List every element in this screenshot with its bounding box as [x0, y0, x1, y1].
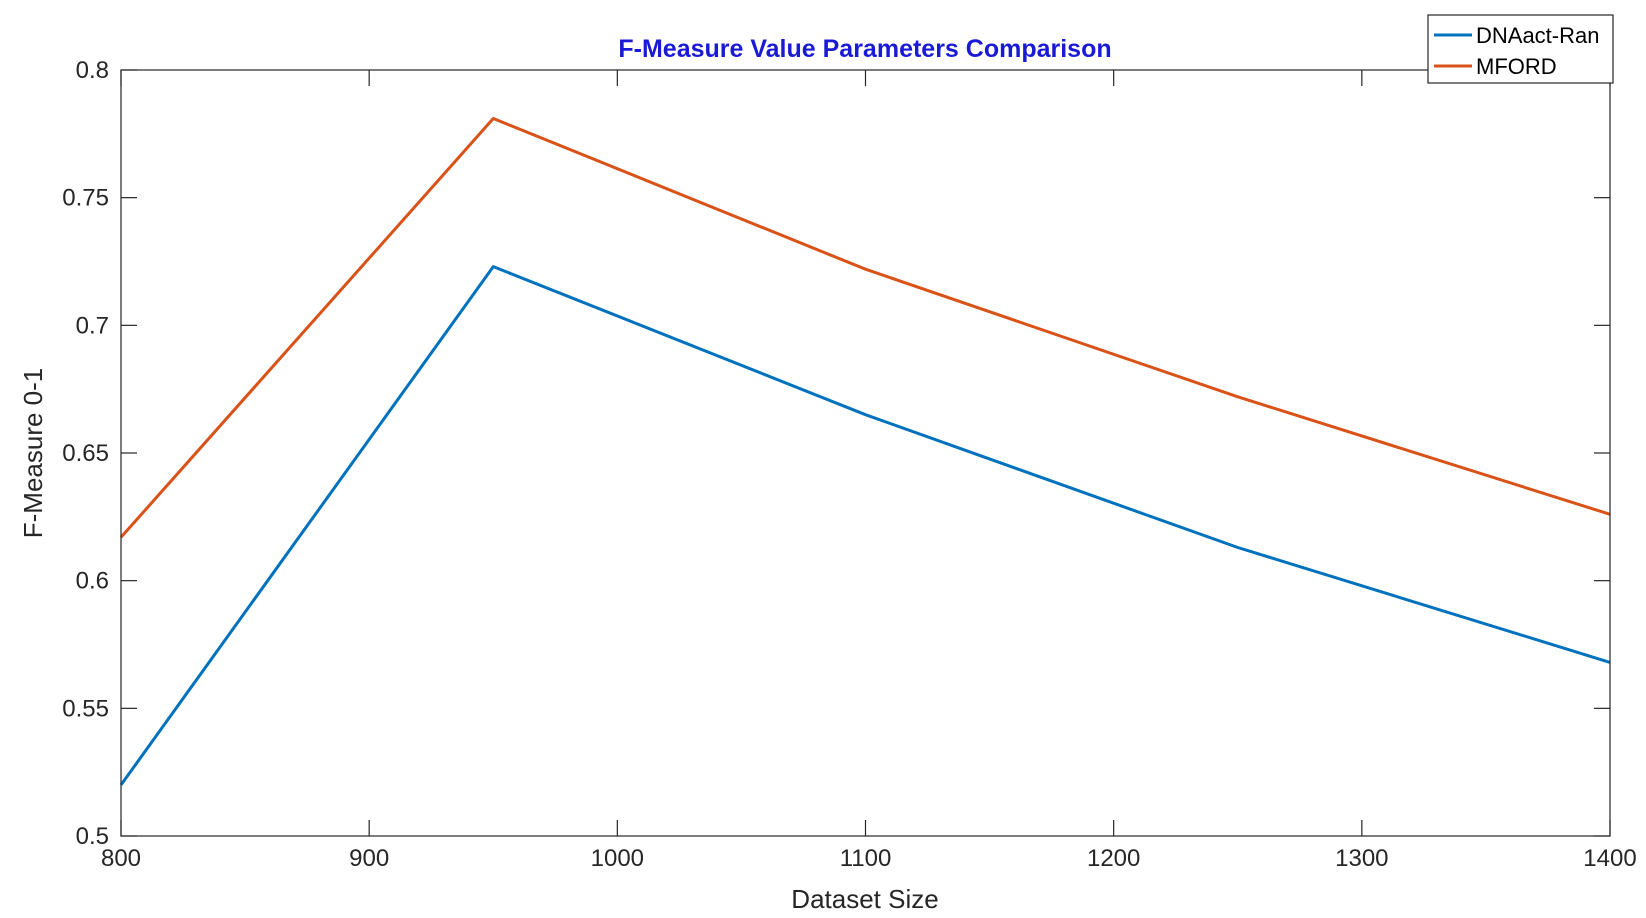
y-tick-label: 0.7 [76, 312, 109, 339]
x-tick-label: 1200 [1087, 845, 1140, 872]
chart-title: F-Measure Value Parameters Comparison [618, 35, 1111, 63]
y-tick-label: 0.8 [76, 57, 109, 84]
lines-layer [119, 117, 1611, 786]
x-axis-label: Dataset Size [791, 884, 938, 914]
y-axis-label: F-Measure 0-1 [18, 368, 48, 539]
series-line-dnaact-ran [119, 265, 1611, 786]
y-tick-label: 0.5 [76, 823, 109, 850]
y-tick-label: 0.6 [76, 568, 109, 595]
legend-label-dnaact-ran: DNAact-Ran [1476, 23, 1599, 48]
plot-area-frame [120, 69, 1611, 837]
ticks-layer: 800 900 1000 1100 1200 1300 1400 0.5 0.55 0.6 0.65… [62, 57, 1636, 872]
y-tick-label: 0.65 [62, 440, 109, 467]
x-tick-label: 1100 [840, 845, 892, 872]
series-line-mford [119, 117, 1611, 539]
legend-label-mford: MFORD [1476, 54, 1557, 79]
x-tick-label: 1300 [1335, 845, 1388, 872]
y-tick-label: 0.55 [62, 695, 109, 722]
x-tick-label: 900 [349, 845, 389, 872]
legend: DNAact-Ran MFORD [1427, 14, 1614, 84]
x-tick-label: 800 [101, 845, 141, 872]
x-tick-label: 1000 [591, 845, 644, 872]
legend-box [1427, 14, 1614, 84]
x-tick-label: 1400 [1583, 845, 1636, 872]
y-tick-label: 0.75 [62, 185, 109, 212]
